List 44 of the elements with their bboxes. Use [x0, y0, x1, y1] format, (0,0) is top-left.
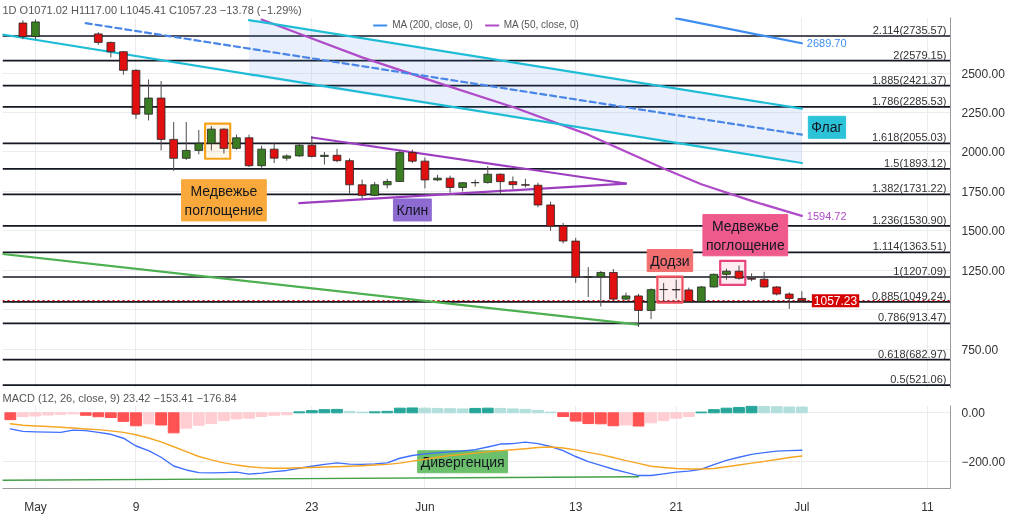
annotation: Додзи — [650, 252, 690, 269]
ref-line-label: 2.114(2735.57) — [872, 24, 947, 37]
data-label: 2689.70 — [806, 37, 847, 50]
x-tick-label: Jul — [794, 499, 810, 514]
x-tick-label: 13 — [569, 499, 583, 514]
ref-line-label: 1.5(1893.12) — [884, 156, 947, 169]
ref-line-label: 1.618(2055.03) — [871, 131, 947, 144]
x-tick-label: 23 — [305, 499, 319, 514]
y-tick-label: 2000.00 — [961, 145, 1006, 160]
annotation: Дивергенция — [420, 453, 505, 470]
text: MACD (12, 26, close, 9) 23.42 −153.41 −176.84 — [2, 392, 237, 404]
y-tick-label: 2500.00 — [961, 66, 1006, 81]
y-tick-label: 1750.00 — [961, 184, 1006, 199]
ref-line-label: 0.885(1049.24) — [871, 289, 947, 302]
x-tick-label: 11 — [921, 499, 935, 514]
ref-line-label: 2(2579.15) — [893, 48, 947, 61]
y-tick-label: 750.00 — [961, 342, 999, 357]
y-tick-label: −200.00 — [961, 455, 1006, 470]
ref-line-label: 0.618(682.97) — [878, 347, 947, 360]
y-tick-label: 0.00 — [961, 406, 986, 421]
ref-line-label: 0.5(521.06) — [890, 373, 947, 386]
x-tick-label: 21 — [669, 499, 684, 514]
x-tick-label: May — [24, 499, 47, 514]
data-label: 1594.72 — [806, 209, 847, 222]
y-tick-label: 1250.00 — [961, 263, 1006, 278]
ref-line-label: 1.114(1363.51) — [872, 240, 947, 253]
y-tick-label: 1500.00 — [961, 224, 1006, 239]
y-tick-label: 2250.00 — [961, 106, 1006, 121]
ref-line-label: 1.786(2285.53) — [871, 94, 947, 107]
ref-line-label: 1(1207.09) — [893, 265, 947, 278]
annotation: Флаг — [811, 119, 843, 136]
ref-line-label: 1.382(1731.22) — [871, 182, 947, 195]
x-tick-label: Jun — [415, 499, 435, 514]
legend-label: MA (200, close, 0) — [392, 19, 473, 30]
ref-line-label: 1057.23 — [813, 294, 858, 309]
ref-line-label: 1.236(1530.90) — [871, 213, 947, 226]
ref-line-label: 0.786(913.47) — [878, 311, 947, 324]
annotation: Клин — [396, 201, 429, 218]
legend-label: MA (50, close, 0) — [503, 19, 579, 30]
x-tick-label: 9 — [132, 499, 140, 514]
annotation: Медвежье поглощение — [705, 217, 785, 253]
ref-line-label: 1.885(2421.37) — [871, 73, 947, 86]
text: 1D O1071.02 H1117.00 L1045.41 C1057.23 −13.78 (−1.29%) — [2, 4, 302, 16]
annotation: Медвежье поглощение — [184, 182, 264, 218]
